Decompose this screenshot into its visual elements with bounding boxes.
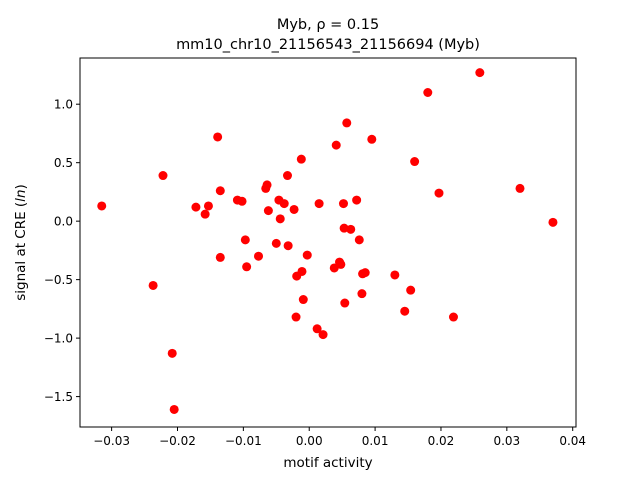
data-point <box>340 298 350 308</box>
data-point <box>215 186 225 196</box>
x-tick-label: 0.02 <box>428 434 455 448</box>
y-axis-label: signal at CRE (ln) <box>13 184 29 301</box>
x-tick-label: −0.03 <box>93 434 130 448</box>
data-point <box>318 330 328 340</box>
data-point <box>262 180 272 190</box>
data-point <box>354 235 364 245</box>
plot-area-frame <box>79 57 577 428</box>
data-point <box>240 235 250 245</box>
data-point <box>148 280 158 290</box>
data-point <box>475 68 485 78</box>
data-point <box>390 270 400 280</box>
data-point <box>271 238 281 248</box>
data-point <box>213 132 223 142</box>
data-point <box>158 171 168 181</box>
data-point <box>275 214 285 224</box>
x-tick-label: 0.00 <box>296 434 323 448</box>
data-point <box>97 201 107 211</box>
data-point <box>289 204 299 214</box>
x-axis-label: motif activity <box>283 455 372 471</box>
data-point <box>242 262 252 272</box>
data-point <box>331 140 341 150</box>
data-point <box>169 404 179 414</box>
data-point <box>263 206 273 216</box>
data-point <box>237 196 247 206</box>
data-points <box>97 68 558 414</box>
data-point <box>203 201 213 211</box>
data-point <box>297 266 307 276</box>
data-point <box>434 188 444 198</box>
data-point <box>279 199 289 209</box>
y-tick-label: 0.0 <box>54 215 73 229</box>
data-point <box>367 134 377 144</box>
y-tick-label: 0.5 <box>54 156 73 170</box>
data-point <box>291 312 301 322</box>
chart-title-line2: mm10_chr10_21156543_21156694 (Myb) <box>176 37 480 53</box>
data-point <box>548 217 558 227</box>
y-tick-label: −1.5 <box>44 390 73 404</box>
data-point <box>336 259 346 269</box>
data-point <box>410 157 420 167</box>
data-point <box>215 252 225 262</box>
axis-ticks: −0.03 −0.02 −0.01 0.00 0.01 0.02 0.03 0.04 −1.5 −… <box>44 98 586 448</box>
data-point <box>338 199 348 209</box>
x-tick-label: −0.02 <box>159 434 196 448</box>
data-point <box>254 251 264 261</box>
data-point <box>329 263 339 273</box>
data-point <box>296 154 306 164</box>
data-point <box>302 250 312 260</box>
x-tick-label: 0.03 <box>493 434 520 448</box>
data-point <box>360 268 370 278</box>
x-tick-label: −0.01 <box>225 434 262 448</box>
data-point <box>283 241 293 251</box>
data-point <box>357 289 367 299</box>
chart-title-line1: Myb, ρ = 0.15 <box>277 17 379 33</box>
data-point <box>282 171 292 181</box>
data-point <box>515 183 525 193</box>
data-point <box>400 306 410 316</box>
data-point <box>167 348 177 358</box>
data-point <box>200 209 210 219</box>
x-tick-label: 0.04 <box>559 434 586 448</box>
data-point <box>342 118 352 128</box>
data-point <box>346 224 356 234</box>
x-tick-label: 0.01 <box>362 434 389 448</box>
data-point <box>448 312 458 322</box>
data-point <box>314 199 324 209</box>
data-point <box>352 195 362 205</box>
data-point <box>312 324 322 334</box>
data-point <box>423 88 433 97</box>
y-tick-label: 1.0 <box>54 98 73 112</box>
y-tick-label: −1.0 <box>44 332 73 346</box>
data-point <box>406 285 416 295</box>
data-point <box>191 202 201 212</box>
y-tick-label: −0.5 <box>44 273 73 287</box>
data-point <box>298 295 308 305</box>
